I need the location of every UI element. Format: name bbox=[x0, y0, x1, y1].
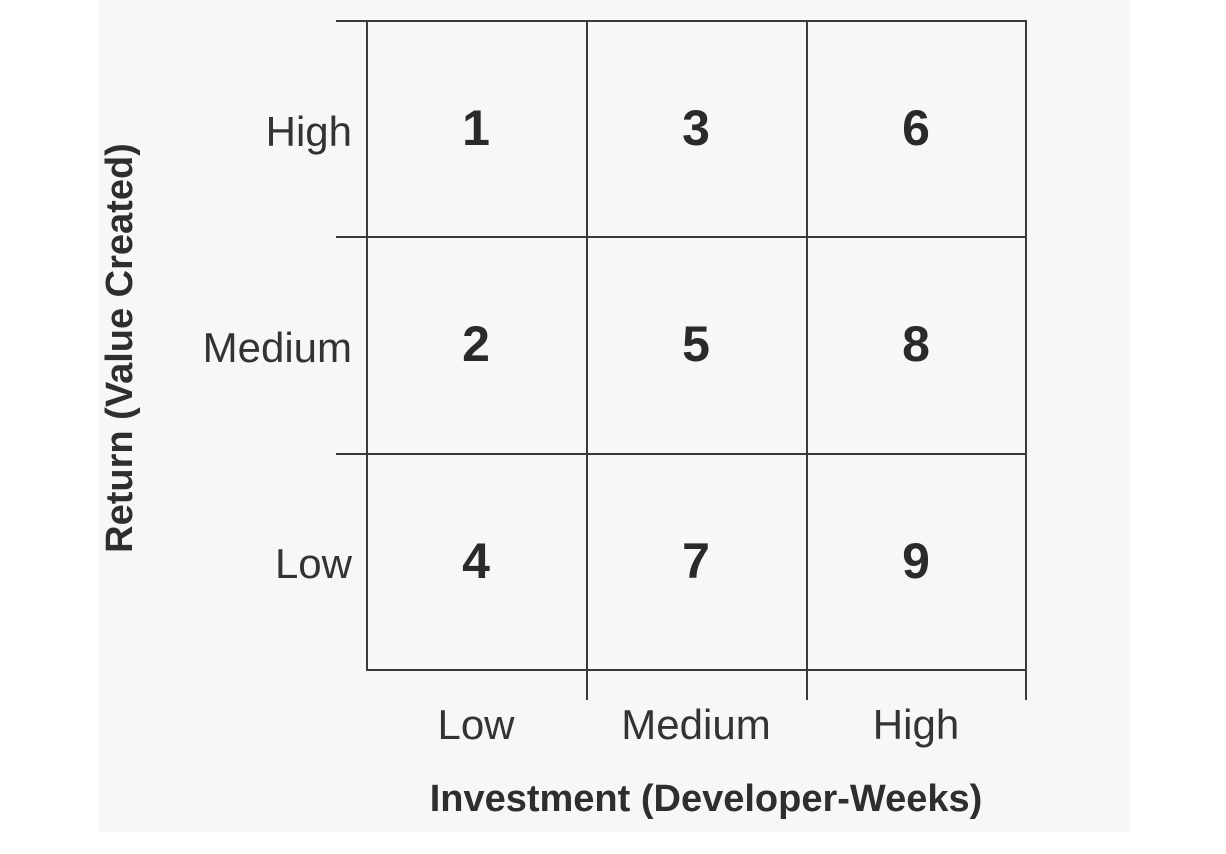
grid-line-col-1 bbox=[586, 20, 588, 700]
grid-line-top bbox=[336, 20, 1026, 22]
column-label-high: High bbox=[872, 701, 960, 748]
grid-line-right bbox=[1025, 20, 1027, 700]
grid-line-left bbox=[366, 20, 368, 670]
column-label-low: Low bbox=[437, 701, 515, 748]
row-label-high: High bbox=[265, 108, 352, 155]
matrix-grid: 1 3 6 2 5 8 4 7 9 bbox=[336, 20, 1027, 700]
grid-line-bottom bbox=[366, 669, 1026, 671]
y-axis-title: Return (Value Created) bbox=[99, 143, 141, 553]
cell-high-low: 1 bbox=[462, 100, 490, 156]
x-axis-title: Investment (Developer-Weeks) bbox=[429, 778, 983, 820]
figure-background bbox=[98, 0, 1130, 832]
cell-medium-high: 8 bbox=[902, 316, 930, 372]
column-label-medium: Medium bbox=[621, 701, 771, 748]
grid-line-row-1 bbox=[336, 236, 1026, 238]
cell-medium-medium: 5 bbox=[682, 316, 710, 372]
grid-line-row-2 bbox=[336, 453, 1026, 455]
cell-low-medium: 7 bbox=[682, 533, 710, 589]
cell-low-low: 4 bbox=[462, 533, 490, 589]
row-label-low: Low bbox=[274, 540, 352, 587]
cell-high-medium: 3 bbox=[682, 100, 710, 156]
cell-high-high: 6 bbox=[902, 100, 930, 156]
cell-low-high: 9 bbox=[902, 533, 930, 589]
cell-medium-low: 2 bbox=[462, 316, 490, 372]
grid-line-col-2 bbox=[806, 20, 808, 700]
row-label-medium: Medium bbox=[202, 324, 352, 371]
